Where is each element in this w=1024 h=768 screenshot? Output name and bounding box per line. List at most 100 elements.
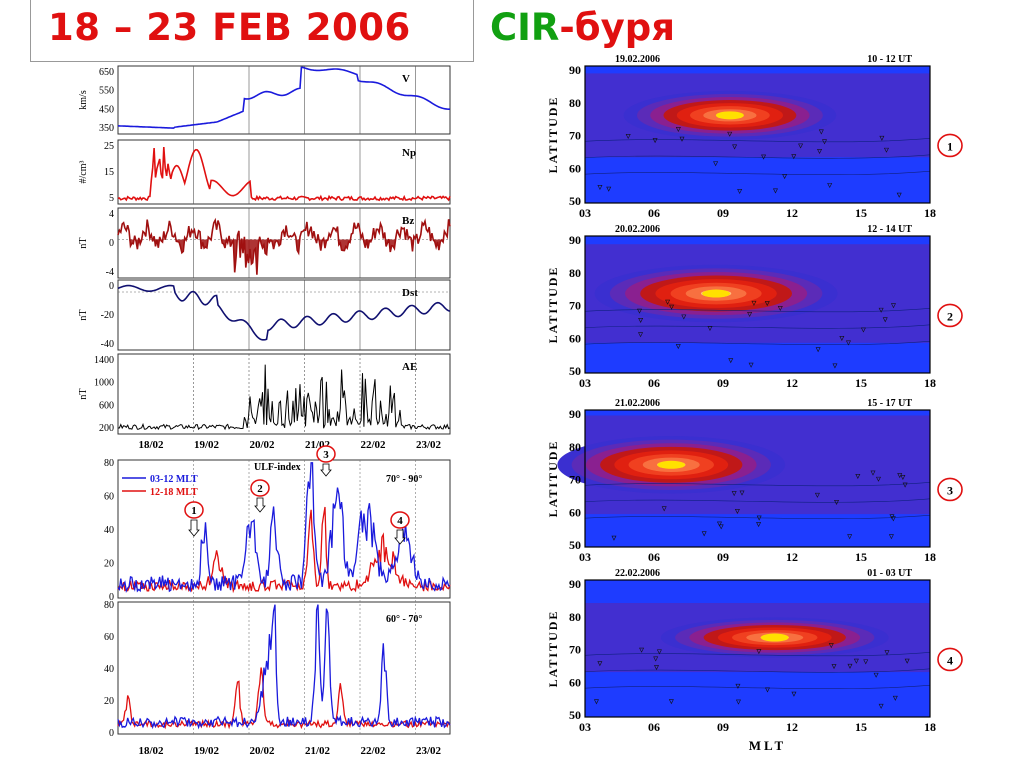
map-ytick-label: 90 <box>569 63 581 77</box>
map-ytick-label: 60 <box>569 161 581 175</box>
map-xtick-label: 06 <box>648 720 660 734</box>
map-xtick-label: 12 <box>786 376 798 390</box>
ytick-label: 650 <box>99 67 114 78</box>
map-station-marker <box>756 649 762 655</box>
map-station-marker <box>890 516 896 522</box>
panel-V: 650 550 450 350 km/s V <box>78 65 451 135</box>
map-station-marker <box>832 363 838 369</box>
map-peak <box>760 633 789 642</box>
map-xtick-label: 09 <box>717 376 729 390</box>
map-ytick-label: 50 <box>569 364 581 378</box>
map-station-marker <box>597 661 603 667</box>
title-storm: -буря <box>559 6 675 49</box>
map-date: 21.02.2006 <box>615 398 660 409</box>
map-contour-line <box>584 684 931 690</box>
ulf-marker-arrow <box>320 463 332 477</box>
map-station-marker <box>639 647 645 653</box>
map-station-marker <box>751 300 757 306</box>
panel-label: Np <box>402 147 416 159</box>
map-peak <box>715 111 744 120</box>
map-marker-circle <box>937 647 963 672</box>
map-station-marker <box>772 188 778 194</box>
map-xtick-label: 03 <box>579 720 591 734</box>
map-station-marker <box>656 649 662 655</box>
map-ytick-label: 50 <box>569 708 581 722</box>
map-station-marker <box>665 299 671 305</box>
map-station-marker <box>860 327 866 333</box>
map-station-marker <box>791 691 797 697</box>
map-ytick-label: 80 <box>569 440 581 454</box>
map-contour-line <box>584 668 931 673</box>
map-station-marker <box>818 129 824 135</box>
map-station-marker <box>675 344 681 350</box>
map-marker-circle <box>937 303 963 328</box>
map-contour-line <box>584 154 931 159</box>
map-station-marker <box>611 535 617 541</box>
ulf-marker-circle <box>316 445 336 463</box>
ytick-label: 0 <box>109 281 114 292</box>
map-station-marker <box>732 144 738 150</box>
ytick-label: 200 <box>99 423 114 434</box>
ulf-ytick-label: 0 <box>109 592 114 603</box>
ulf-marker-label: 4 <box>397 515 403 527</box>
map-station-marker <box>870 470 876 476</box>
map-station-marker <box>873 672 879 678</box>
legend-label: 12-18 MLT <box>150 487 198 498</box>
ulf-marker-label: 1 <box>191 505 197 517</box>
ulf-marker-arrow <box>188 519 200 537</box>
map-ytick-label: 60 <box>569 505 581 519</box>
ytick-label: -40 <box>101 339 114 350</box>
map-station-marker <box>883 147 889 153</box>
series-Np <box>117 146 451 202</box>
map-station-marker <box>845 340 851 346</box>
map-station-marker <box>727 131 733 137</box>
map-date: 19.02.2006 <box>615 54 660 65</box>
map-station-marker <box>817 149 823 155</box>
map-station-marker <box>597 185 603 191</box>
series-V <box>117 66 450 129</box>
title-box <box>30 0 474 62</box>
map-station-marker <box>892 695 898 701</box>
map-ytick-label: 90 <box>569 407 581 421</box>
map-station-marker <box>882 317 888 323</box>
map-ytick-label: 70 <box>569 643 581 657</box>
map-frame <box>584 65 931 204</box>
ytick-label: 0 <box>109 238 114 249</box>
map-frame <box>584 409 931 548</box>
map-ut: 01 - 03 UT <box>867 568 912 579</box>
map-date: 22.02.2006 <box>615 568 660 579</box>
unit-label: #/cm³ <box>78 161 89 184</box>
map-station-marker <box>681 314 687 320</box>
map-contour-line <box>584 170 931 176</box>
map-ytick-label: 80 <box>569 610 581 624</box>
map-ylabel: LATITUDE <box>546 266 560 344</box>
map-station-marker <box>625 134 631 140</box>
map-ytick-label: 80 <box>569 266 581 280</box>
ulf-marker-label: 2 <box>257 483 263 495</box>
ytick-label: 5 <box>109 193 114 204</box>
map-station-marker <box>756 515 762 521</box>
map-peak <box>702 289 731 298</box>
legend-label: 03-12 MLT <box>150 474 198 485</box>
ulf-ytick-label: 60 <box>104 492 114 503</box>
panel-Dst: 0 -20 -40 nT Dst <box>78 279 451 351</box>
map-ylabel: LATITUDE <box>546 440 560 518</box>
map-station-marker <box>847 534 853 540</box>
map-ut: 10 - 12 UT <box>867 54 912 65</box>
map-station-marker <box>593 699 599 705</box>
map-marker-label: 4 <box>947 653 953 667</box>
map-station-marker <box>853 658 859 664</box>
map-station-marker <box>761 154 767 160</box>
map-peak <box>657 460 686 469</box>
map-station-marker <box>728 358 734 364</box>
ytick-label: -20 <box>101 310 114 321</box>
map-xtick-label: 12 <box>786 720 798 734</box>
map-ytick-label: 90 <box>569 233 581 247</box>
ulf-marker-label: 3 <box>323 449 329 461</box>
map-ytick-label: 90 <box>569 577 581 591</box>
map-station-marker <box>884 650 890 656</box>
map-xtick-label: 09 <box>717 206 729 220</box>
map-station-marker <box>679 136 685 142</box>
